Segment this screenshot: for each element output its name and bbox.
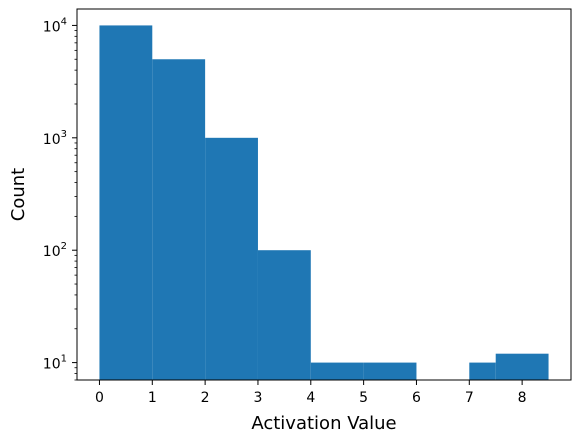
histogram-bar-2: [205, 137, 258, 380]
histogram-bar-6: [469, 362, 496, 380]
y-axis-label: Count: [8, 168, 29, 221]
y-tick-label: 103: [43, 129, 67, 148]
x-ticks-group: 0 1 2 3 4 5 6 7 8: [95, 380, 527, 406]
histogram-bar-7: [495, 353, 549, 380]
x-tick-label: 2: [201, 390, 210, 406]
histogram-bar-5: [363, 362, 417, 380]
x-axis-label: Activation Value: [251, 413, 396, 434]
x-tick-label: 3: [253, 390, 262, 406]
bars-group: [99, 25, 549, 381]
histogram-bar-0: [99, 25, 153, 380]
x-tick-label: 0: [95, 390, 104, 406]
histogram-bar-1: [152, 59, 206, 381]
y-tick-label: 101: [43, 354, 67, 373]
histogram-bar-3: [257, 250, 311, 380]
y-tick-label: 102: [43, 241, 67, 260]
x-tick-label: 4: [306, 390, 315, 406]
x-tick-label: 1: [148, 390, 157, 406]
x-tick-label: 8: [518, 390, 527, 406]
histogram-bar-4: [310, 362, 364, 380]
x-tick-label: 7: [465, 390, 474, 406]
x-tick-label: 6: [412, 390, 421, 406]
axes-frame: [76, 8, 572, 381]
y-tick-label: 104: [43, 16, 67, 35]
y-ticks-group: 101 102 103 104: [43, 16, 77, 381]
x-tick-label: 5: [359, 390, 368, 406]
